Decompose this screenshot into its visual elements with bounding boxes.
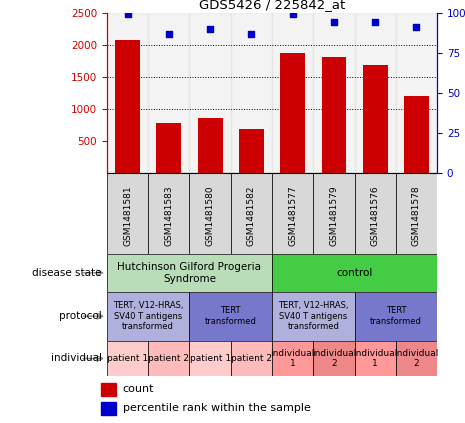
Point	[124, 11, 131, 18]
Text: disease state: disease state	[33, 268, 102, 278]
Bar	[396, 341, 437, 376]
Text: control: control	[336, 268, 373, 278]
Text: GSM1481581: GSM1481581	[123, 185, 132, 246]
Point	[372, 19, 379, 26]
Bar	[354, 173, 396, 254]
Text: count: count	[123, 384, 154, 394]
Bar	[107, 292, 189, 341]
Text: GSM1481582: GSM1481582	[247, 185, 256, 246]
Text: GSM1481583: GSM1481583	[164, 185, 173, 246]
Bar	[354, 13, 396, 173]
Text: individual
2: individual 2	[312, 349, 356, 368]
Point	[165, 30, 173, 37]
Bar	[148, 13, 189, 173]
Bar	[107, 13, 148, 173]
Bar	[239, 129, 264, 173]
Bar	[272, 292, 354, 341]
Text: percentile rank within the sample: percentile rank within the sample	[123, 403, 311, 413]
Text: patient 2: patient 2	[231, 354, 272, 363]
Bar	[115, 40, 140, 173]
Bar	[189, 13, 231, 173]
Text: Hutchinson Gilford Progeria
Syndrome: Hutchinson Gilford Progeria Syndrome	[118, 262, 261, 284]
Text: individual: individual	[51, 354, 102, 363]
Bar	[404, 96, 429, 173]
Bar	[107, 254, 272, 292]
Bar	[101, 383, 115, 396]
Bar	[156, 123, 181, 173]
Text: individual
1: individual 1	[271, 349, 315, 368]
Bar	[313, 341, 354, 376]
Bar	[396, 173, 437, 254]
Text: TERT
transformed: TERT transformed	[370, 307, 422, 326]
Bar	[354, 292, 437, 341]
Bar	[107, 341, 148, 376]
Text: patient 1: patient 1	[107, 354, 148, 363]
Title: GDS5426 / 225842_at: GDS5426 / 225842_at	[199, 0, 345, 11]
Text: patient 1: patient 1	[190, 354, 231, 363]
Bar	[189, 292, 272, 341]
Bar	[189, 173, 231, 254]
Text: GSM1481580: GSM1481580	[206, 185, 215, 246]
Bar	[313, 13, 354, 173]
Bar	[354, 341, 396, 376]
Bar	[148, 173, 189, 254]
Bar	[231, 341, 272, 376]
Bar	[101, 402, 115, 415]
Bar	[280, 52, 305, 173]
Bar	[272, 173, 313, 254]
Text: GSM1481576: GSM1481576	[371, 185, 380, 246]
Point	[248, 30, 255, 37]
Text: GSM1481577: GSM1481577	[288, 185, 297, 246]
Bar	[321, 57, 346, 173]
Bar	[272, 13, 313, 173]
Text: protocol: protocol	[59, 311, 102, 321]
Bar	[272, 254, 437, 292]
Point	[413, 24, 420, 30]
Bar	[363, 66, 387, 173]
Text: GSM1481578: GSM1481578	[412, 185, 421, 246]
Bar	[148, 341, 189, 376]
Bar	[231, 13, 272, 173]
Bar	[189, 341, 231, 376]
Text: individual
2: individual 2	[394, 349, 438, 368]
Bar	[198, 118, 222, 173]
Text: patient 2: patient 2	[148, 354, 189, 363]
Point	[330, 19, 338, 26]
Bar	[313, 173, 354, 254]
Text: GSM1481579: GSM1481579	[329, 185, 339, 246]
Text: individual
1: individual 1	[353, 349, 398, 368]
Point	[289, 11, 296, 18]
Text: TERT, V12-HRAS,
SV40 T antigens
transformed: TERT, V12-HRAS, SV40 T antigens transfor…	[278, 301, 349, 331]
Point	[206, 25, 214, 32]
Bar	[107, 173, 148, 254]
Text: TERT
transformed: TERT transformed	[205, 307, 257, 326]
Bar	[272, 341, 313, 376]
Bar	[231, 173, 272, 254]
Bar	[396, 13, 437, 173]
Text: TERT, V12-HRAS,
SV40 T antigens
transformed: TERT, V12-HRAS, SV40 T antigens transfor…	[113, 301, 184, 331]
